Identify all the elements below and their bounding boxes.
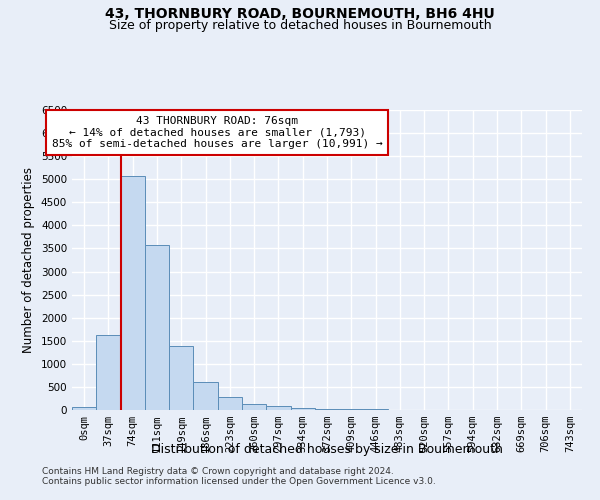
Text: Contains HM Land Registry data © Crown copyright and database right 2024.: Contains HM Land Registry data © Crown c… <box>42 467 394 476</box>
Text: Distribution of detached houses by size in Bournemouth: Distribution of detached houses by size … <box>151 442 503 456</box>
Text: Contains public sector information licensed under the Open Government Licence v3: Contains public sector information licen… <box>42 477 436 486</box>
Bar <box>96 335 121 410</box>
Bar <box>145 245 169 410</box>
Bar <box>339 409 364 410</box>
Bar <box>72 407 96 410</box>
Bar <box>169 346 193 410</box>
Text: 43, THORNBURY ROAD, BOURNEMOUTH, BH6 4HU: 43, THORNBURY ROAD, BOURNEMOUTH, BH6 4HU <box>105 8 495 22</box>
Bar <box>266 406 290 410</box>
Text: Size of property relative to detached houses in Bournemouth: Size of property relative to detached ho… <box>109 19 491 32</box>
Text: 43 THORNBURY ROAD: 76sqm
← 14% of detached houses are smaller (1,793)
85% of sem: 43 THORNBURY ROAD: 76sqm ← 14% of detach… <box>52 116 383 149</box>
Bar <box>218 396 242 410</box>
Bar <box>193 382 218 410</box>
Bar <box>121 176 145 410</box>
Y-axis label: Number of detached properties: Number of detached properties <box>22 167 35 353</box>
Bar <box>290 408 315 410</box>
Bar <box>315 408 339 410</box>
Bar <box>242 404 266 410</box>
